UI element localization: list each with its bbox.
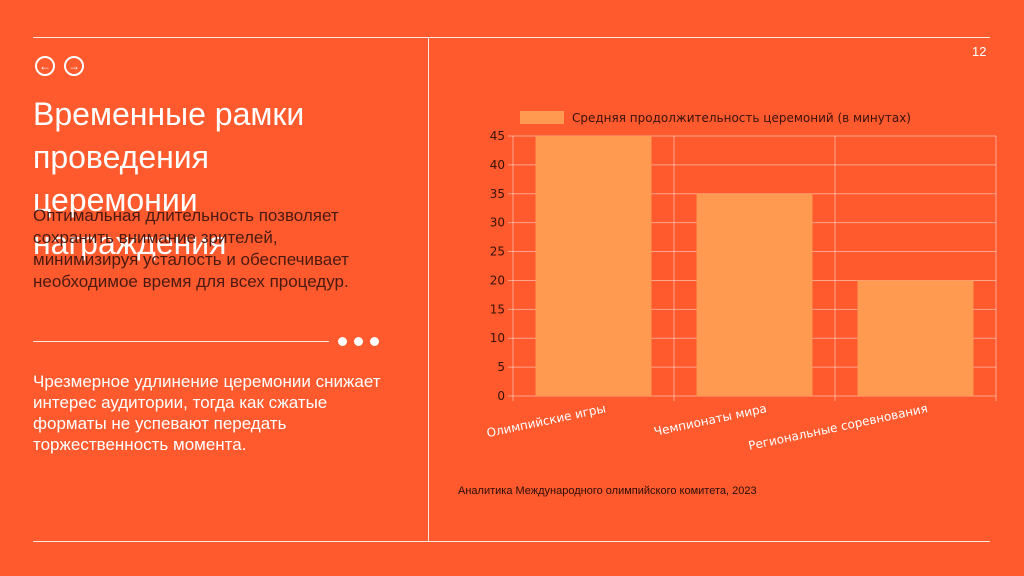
source-caption: Аналитика Международного олимпийского ко… [458, 485, 757, 497]
more-dots [338, 337, 379, 346]
bottom-divider [33, 541, 990, 542]
x-tick-label: Чемпионаты мира [653, 401, 768, 439]
vertical-divider [428, 37, 429, 542]
y-tick-label: 35 [490, 187, 505, 201]
y-tick-label: 30 [490, 216, 505, 230]
bar-chart: Средняя продолжительность церемоний (в м… [485, 111, 997, 453]
legend-swatch [520, 111, 564, 124]
page-number: 12 [972, 44, 987, 59]
y-tick-label: 25 [490, 245, 505, 259]
bar [857, 280, 974, 396]
y-tick-label: 40 [490, 158, 505, 172]
legend-label: Средняя продолжительность церемоний (в м… [572, 111, 911, 125]
y-tick-label: 20 [490, 273, 505, 287]
forward-button[interactable]: → [64, 56, 84, 76]
plot-area: 0 5 10 15 20 25 30 35 40 45 Олимпийские игры Чемпио… [485, 129, 997, 453]
dot [338, 337, 347, 346]
paragraph-optimal: Оптимальная длительность позволяет сохра… [33, 206, 349, 291]
section-separator [33, 341, 329, 342]
y-tick-label: 10 [490, 331, 505, 345]
x-tick-label: Региональные соревнования [747, 401, 929, 453]
back-button[interactable]: ← [35, 56, 55, 76]
paragraph-extension: Чрезмерное удлинение церемонии снижает и… [33, 372, 381, 454]
arrow-left-icon: ← [39, 59, 51, 73]
top-divider [33, 37, 990, 38]
dot [354, 337, 363, 346]
y-tick-label: 0 [497, 389, 505, 403]
y-tick-label: 5 [497, 360, 505, 374]
x-tick-label: Олимпийские игры [485, 401, 607, 440]
dot [370, 337, 379, 346]
y-tick-label: 15 [490, 302, 505, 316]
bar [696, 193, 813, 396]
y-tick-label: 45 [490, 129, 505, 143]
slide-title: Временные рамки проведения церемонии наг… [33, 96, 305, 261]
bar [535, 136, 652, 396]
arrow-right-icon: → [68, 59, 80, 73]
chart-legend: Средняя продолжительность церемоний (в м… [520, 111, 911, 125]
